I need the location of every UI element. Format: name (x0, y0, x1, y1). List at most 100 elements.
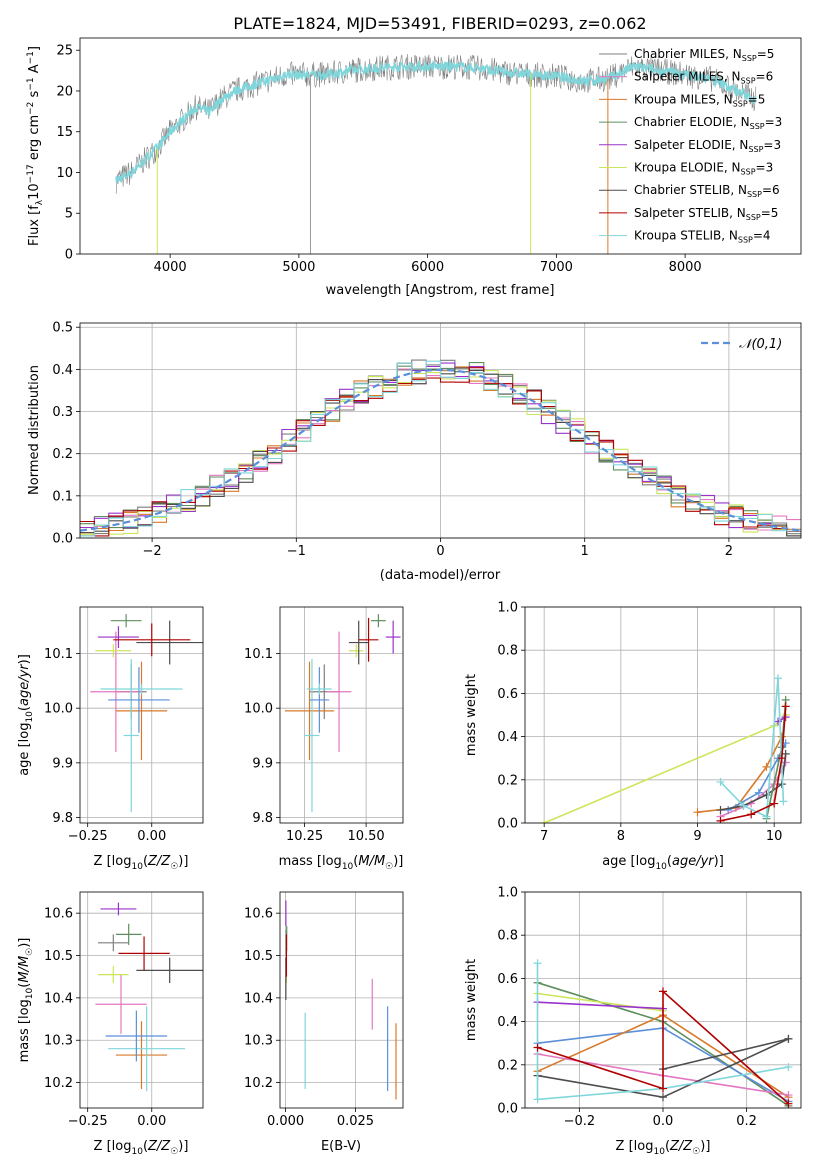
y-tick-label: 10.2 (244, 1076, 273, 1091)
spectrum-data-line (115, 53, 757, 194)
error-bar-point (100, 683, 183, 695)
x-tick-label: 6000 (411, 260, 444, 275)
x-axis-label: age [log10(age/yr)] (602, 854, 724, 872)
error-bar-point (136, 620, 203, 665)
data-point (533, 1095, 542, 1104)
y-tick-label: 0.6 (497, 972, 518, 987)
y-tick-label: 10.1 (44, 647, 73, 662)
error-bar-point (304, 658, 320, 813)
x-tick-label: −2 (143, 544, 162, 559)
y-tick-label: 0.8 (497, 929, 518, 944)
y-axis-label: mass [log10(M/M☉)] (17, 938, 35, 1063)
series (533, 987, 793, 1108)
data-point (781, 749, 790, 758)
mass-weight-vs-age-panel: 7 8 9 10 0.0 0.2 0.4 0.6 0.8 1.0 mass weight age [l… (464, 601, 802, 872)
x-tick-label: 1 (581, 544, 589, 559)
y-tick-label: 0.1 (52, 489, 73, 504)
error-bar-point (108, 667, 170, 733)
series-line (536, 963, 789, 1101)
error-bar-point (97, 934, 129, 952)
y-tick-label: 10.1 (244, 647, 273, 662)
x-tick-label: 10 (766, 829, 783, 844)
x-tick-label: −0.25 (68, 829, 108, 844)
y-tick-label: 15 (56, 125, 73, 140)
x-tick-label: −0.2 (564, 1114, 596, 1129)
y-axis-label: mass weight (464, 959, 479, 1041)
error-bar-point (95, 974, 147, 1034)
axes-frame (79, 891, 204, 1109)
data-point (716, 806, 725, 815)
y-tick-label: 0.0 (52, 532, 73, 547)
x-tick-label: 10.50 (347, 829, 384, 844)
y-tick-label: 10.4 (244, 991, 273, 1006)
x-tick-label: 0.025 (337, 1114, 374, 1129)
plot-area (115, 53, 757, 254)
y-tick-label: 10.6 (244, 907, 273, 922)
series (533, 989, 667, 1015)
error-bar-point (95, 644, 132, 658)
x-tick-label: 2 (725, 544, 733, 559)
residuals-histogram-panel: −2 −1 0 1 2 0.0 0.1 0.2 0.3 0.4 0.5 𝒩(0,1) (data-mod… (27, 321, 802, 583)
figure-title: PLATE=1824, MJD=53491, FIBERID=0293, z=0… (233, 14, 646, 33)
y-axis-label: age [log10(age/yr)] (17, 654, 35, 776)
error-bar-point (385, 620, 401, 654)
data-point (784, 1034, 793, 1043)
mass-vs-ebv-panel: 0.000 0.025 10.2 10.3 10.4 10.5 10.6 E(B-V) (244, 891, 404, 1154)
y-axis-label: Flux [fλ10−17 erg cm−2 s−1 A−1] (26, 46, 45, 246)
axes-frame (279, 891, 404, 1109)
error-bar-point (118, 936, 170, 971)
legend-label: Salpeter STELIB, NSSP=5 (634, 206, 778, 222)
data-point (781, 702, 790, 711)
y-tick-label: 1.0 (497, 886, 518, 901)
data-point (762, 790, 771, 799)
error-bar-point (108, 1006, 186, 1092)
y-tick-label: 0.2 (497, 773, 518, 788)
x-axis-label: wavelength [Angstrom, rest frame] (326, 283, 555, 298)
y-tick-label: 0.6 (497, 687, 518, 702)
y-tick-label: 10.2 (44, 1076, 73, 1091)
legend-label: Salpeter MILES, NSSP=6 (634, 70, 773, 86)
y-tick-label: 0.2 (497, 1058, 518, 1073)
normal-distribution-curve (80, 368, 801, 532)
plot-area (95, 902, 203, 1092)
data-point (770, 799, 779, 808)
axes-frame (79, 606, 204, 824)
y-tick-label: 0.5 (52, 321, 73, 336)
x-axis-label: mass [log10(M/M☉)] (279, 854, 404, 872)
x-axis-label: Z [log10(Z/Z☉)] (94, 854, 189, 872)
y-tick-label: 0.2 (52, 447, 73, 462)
plot-area (284, 614, 401, 813)
error-bar-point (136, 957, 203, 984)
mass-vs-metallicity-panel: −0.25 0.00 10.2 10.3 10.4 10.5 10.6 Z [log10(Z/… (17, 891, 204, 1157)
y-tick-label: 10.5 (244, 949, 273, 964)
error-bar-point (284, 661, 335, 761)
y-tick-label: 9.9 (252, 756, 273, 771)
data-point (784, 1091, 793, 1100)
mass-weight-vs-metallicity-panel: −0.2 0.0 0.2 0.0 0.2 0.4 0.6 0.8 1.0 mass weight Z… (464, 886, 802, 1157)
y-tick-label: 10.0 (44, 702, 73, 717)
error-bar-point (97, 626, 139, 649)
error-bar-point (105, 1010, 168, 1062)
x-tick-label: 9 (693, 829, 701, 844)
series-line (537, 1001, 664, 1010)
y-tick-label: 10 (56, 166, 73, 181)
error-bar-point (123, 658, 139, 813)
x-tick-label: 0.0 (653, 1114, 674, 1129)
legend-label: Kroupa STELIB, NSSP=4 (634, 229, 771, 245)
y-tick-label: 0 (65, 248, 73, 263)
error-bar-point (348, 620, 369, 665)
spectrum-panel: 4000 5000 6000 7000 8000 0 5 10 15 20 25 wavelength… (26, 37, 802, 298)
plot-area (533, 959, 793, 1108)
legend-label: 𝒩(0,1) (739, 337, 782, 352)
data-point (693, 808, 702, 817)
series (716, 674, 788, 821)
x-tick-label: 7000 (540, 260, 573, 275)
legend-label: Kroupa ELODIE, NSSP=3 (634, 161, 773, 177)
data-point (762, 812, 771, 821)
age-vs-mass-panel: 10.25 10.50 9.8 9.9 10.0 10.1 mass [log10(M/M☉… (244, 606, 404, 872)
x-tick-label: −1 (287, 544, 306, 559)
data-point (762, 762, 771, 771)
series (724, 739, 790, 815)
x-tick-label: −0.25 (68, 1114, 108, 1129)
error-bar-point (115, 923, 142, 945)
